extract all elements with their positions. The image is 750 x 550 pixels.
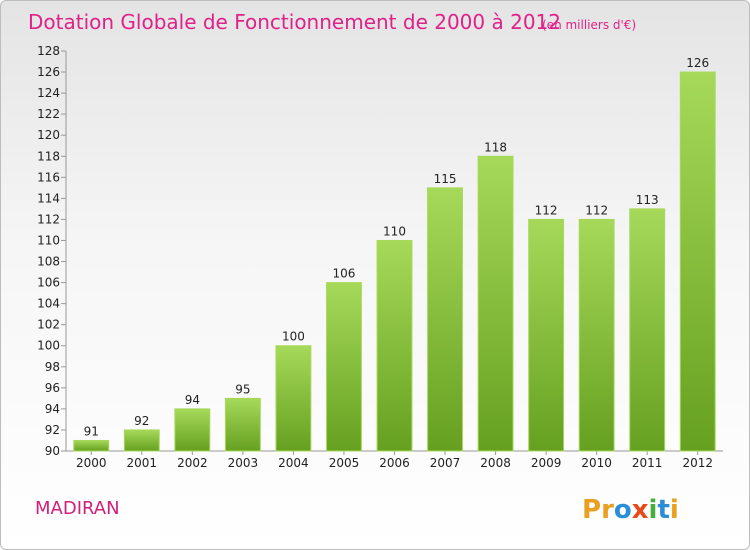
x-tick-label-2005: 2005 bbox=[329, 456, 360, 470]
y-tick-label: 120 bbox=[37, 128, 60, 142]
bar-2007 bbox=[427, 187, 463, 452]
y-tick-label: 92 bbox=[45, 423, 60, 437]
bar-2000 bbox=[73, 439, 110, 452]
bar-2005 bbox=[326, 282, 362, 452]
y-tick-label: 106 bbox=[37, 276, 60, 290]
y-tick-label: 100 bbox=[37, 339, 60, 353]
bar-2008 bbox=[477, 155, 514, 452]
value-label-2001: 92 bbox=[134, 414, 149, 428]
brand-letter: t bbox=[657, 495, 669, 525]
x-tick-label-2009: 2009 bbox=[531, 456, 562, 470]
value-labels: 91 92 94 95 100 106 110 115 118 112 112 113 126 bbox=[84, 56, 710, 438]
x-tick-label-2010: 2010 bbox=[581, 456, 612, 470]
bar-2010 bbox=[578, 218, 615, 452]
y-tick-label: 122 bbox=[37, 107, 60, 121]
brand-letter: r bbox=[601, 495, 614, 525]
y-tick-label: 104 bbox=[37, 297, 60, 311]
value-label-2005: 106 bbox=[333, 267, 356, 281]
y-tick-label: 110 bbox=[37, 233, 60, 247]
chart-subtitle: (en milliers d'€) bbox=[542, 18, 636, 32]
x-tick-label-2012: 2012 bbox=[682, 456, 713, 470]
x-tick-label-2007: 2007 bbox=[430, 456, 461, 470]
x-tick-label-2006: 2006 bbox=[379, 456, 410, 470]
y-tick-label: 114 bbox=[37, 191, 60, 205]
commune-name: MADIRAN bbox=[35, 498, 120, 519]
y-tick-label: 112 bbox=[37, 212, 60, 226]
value-label-2000: 91 bbox=[84, 424, 99, 438]
chart-title: Dotation Globale de Fonctionnement de 20… bbox=[28, 10, 561, 34]
value-label-2012: 126 bbox=[686, 56, 709, 70]
bar-2001 bbox=[123, 429, 160, 452]
value-label-2010: 112 bbox=[585, 203, 608, 217]
y-tick-label: 126 bbox=[37, 65, 60, 79]
value-label-2007: 115 bbox=[434, 172, 457, 186]
bar-2003 bbox=[224, 397, 261, 452]
x-tick-label-2011: 2011 bbox=[632, 456, 663, 470]
bar-2002 bbox=[174, 408, 211, 452]
x-tick-label-2000: 2000 bbox=[76, 456, 107, 470]
y-tick-label: 102 bbox=[37, 318, 60, 332]
y-tick-label: 118 bbox=[37, 149, 60, 163]
brand-letter: i bbox=[670, 495, 679, 525]
bar-2009 bbox=[528, 218, 565, 452]
brand-letter: i bbox=[649, 495, 658, 525]
value-label-2004: 100 bbox=[282, 330, 305, 344]
value-label-2009: 112 bbox=[535, 203, 558, 217]
x-tick-label-2001: 2001 bbox=[127, 456, 158, 470]
x-axis: 2000 2001 2002 2003 2004 2005 2006 2007 2008 2009… bbox=[66, 450, 723, 470]
x-tick-label-2003: 2003 bbox=[228, 456, 259, 470]
bar-2011 bbox=[629, 208, 666, 452]
bar-2004 bbox=[275, 345, 312, 452]
y-tick-label: 124 bbox=[37, 86, 60, 100]
brand-logo: Proxiti bbox=[582, 495, 679, 525]
value-label-2008: 118 bbox=[484, 140, 507, 154]
y-tick-label: 90 bbox=[45, 444, 60, 458]
y-axis: 90 92 94 96 98 100 102 104 106 108 110 112 114 116 118… bbox=[37, 44, 67, 458]
value-label-2006: 110 bbox=[383, 224, 406, 238]
x-tick-label-2002: 2002 bbox=[177, 456, 208, 470]
bars bbox=[73, 71, 716, 452]
y-tick-label: 98 bbox=[45, 360, 60, 374]
brand-letter: x bbox=[632, 495, 649, 525]
x-tick-label-2008: 2008 bbox=[480, 456, 511, 470]
y-tick-label: 94 bbox=[45, 402, 60, 416]
y-tick-label: 108 bbox=[37, 255, 60, 269]
bar-2006 bbox=[376, 239, 413, 452]
value-label-2011: 113 bbox=[636, 193, 659, 207]
y-tick-label: 96 bbox=[45, 381, 60, 395]
value-label-2003: 95 bbox=[235, 382, 250, 396]
bar-2012 bbox=[679, 71, 716, 452]
value-label-2002: 94 bbox=[185, 393, 200, 407]
y-tick-label: 128 bbox=[37, 44, 60, 58]
brand-letter: P bbox=[582, 495, 601, 525]
x-tick-label-2004: 2004 bbox=[278, 456, 309, 470]
brand-letter: o bbox=[614, 495, 632, 525]
y-tick-label: 116 bbox=[37, 170, 60, 184]
